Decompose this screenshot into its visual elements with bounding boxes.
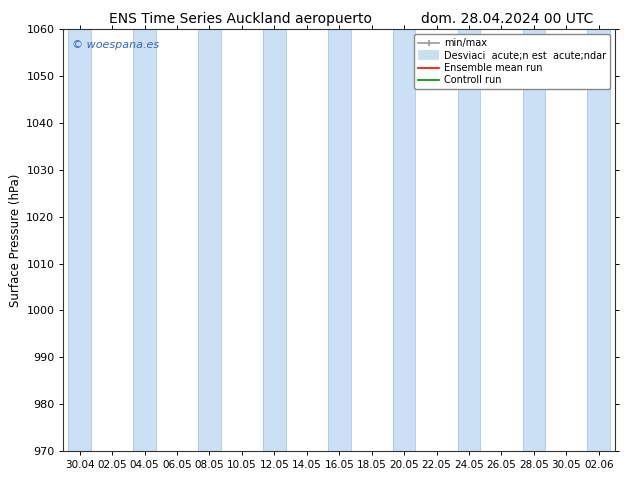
Text: © woespana.es: © woespana.es	[72, 40, 158, 50]
Y-axis label: Surface Pressure (hPa): Surface Pressure (hPa)	[9, 173, 22, 307]
Bar	[68, 29, 91, 451]
Text: dom. 28.04.2024 00 UTC: dom. 28.04.2024 00 UTC	[421, 12, 593, 26]
Text: ENS Time Series Auckland aeropuerto: ENS Time Series Auckland aeropuerto	[110, 12, 372, 26]
Bar	[198, 29, 221, 451]
Bar	[458, 29, 481, 451]
Bar	[133, 29, 156, 451]
Legend: min/max, Desviaci  acute;n est  acute;ndar, Ensemble mean run, Controll run: min/max, Desviaci acute;n est acute;ndar…	[414, 34, 610, 89]
Bar	[263, 29, 286, 451]
Bar	[328, 29, 351, 451]
Bar	[588, 29, 610, 451]
Bar	[392, 29, 415, 451]
Bar	[522, 29, 545, 451]
